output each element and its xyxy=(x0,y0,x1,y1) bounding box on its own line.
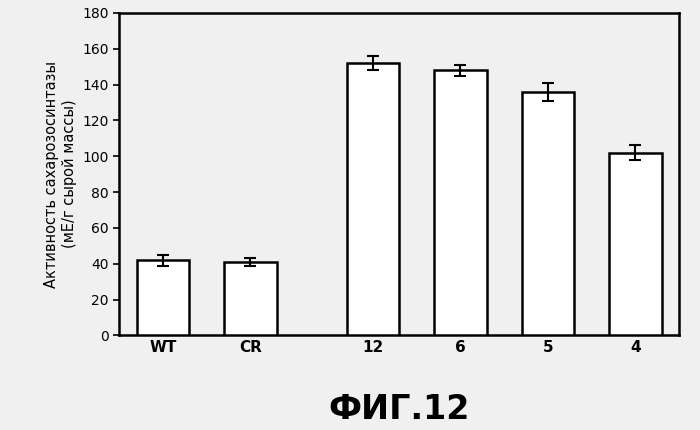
Bar xyxy=(136,260,189,335)
Bar xyxy=(346,63,399,335)
Bar xyxy=(609,153,662,335)
Y-axis label: Активность сахарозосинтазы
(мЕ/г сырой массы): Активность сахарозосинтазы (мЕ/г сырой м… xyxy=(44,61,76,288)
Text: ФИГ.12: ФИГ.12 xyxy=(328,393,470,426)
Bar xyxy=(522,92,574,335)
Bar xyxy=(434,70,486,335)
Bar xyxy=(224,262,276,335)
